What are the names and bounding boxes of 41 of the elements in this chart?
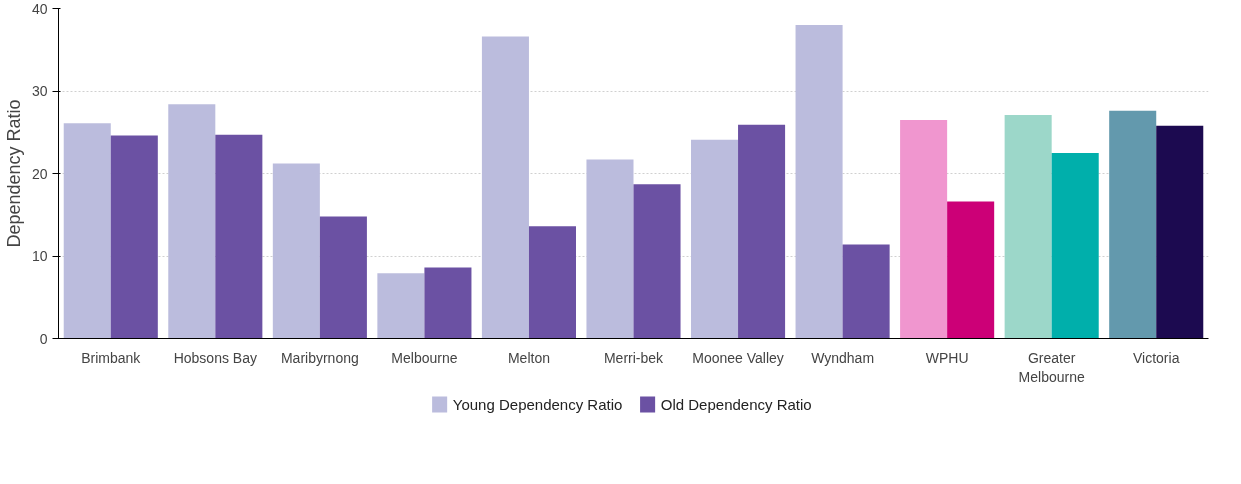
x-tick-label: Melbourne (391, 349, 458, 366)
bar (1109, 110, 1157, 339)
y-tick-label: 10 (31, 248, 48, 264)
bar (795, 25, 843, 339)
bar (947, 201, 995, 339)
bar (1051, 152, 1099, 339)
bar (586, 159, 634, 339)
bar (272, 163, 320, 339)
bar (481, 36, 529, 339)
x-tick-label: Melton (507, 349, 550, 366)
bar (842, 244, 890, 339)
y-tick-label: 20 (31, 165, 48, 182)
y-tick-label: 30 (31, 83, 48, 99)
x-tick-label: Maribyrnong (280, 349, 359, 366)
y-tick-label: 0 (39, 330, 48, 347)
bar (633, 184, 681, 339)
x-tick-label: Moonee Valley (692, 349, 784, 366)
bar (215, 134, 263, 339)
x-tick-label: Wyndham (811, 349, 875, 366)
bar (1156, 125, 1204, 339)
x-tick-label: Brimbank (81, 349, 142, 366)
bar (319, 216, 367, 339)
y-tick-label: 40 (31, 0, 48, 17)
x-tick-label: Victoria (1133, 349, 1180, 366)
bar (168, 104, 216, 339)
bar (528, 226, 576, 339)
bar (900, 119, 948, 339)
legend-label: Old Dependency Ratio (660, 396, 812, 413)
bar (1004, 114, 1052, 339)
bar (691, 139, 739, 339)
bar (424, 267, 472, 339)
y-axis-title: Dependency Ratio (3, 99, 24, 248)
x-tick-label: WPHU (925, 349, 969, 366)
bar (377, 273, 425, 339)
x-tick-label: Merri-bek (603, 349, 665, 366)
legend-label: Young Dependency Ratio (452, 396, 623, 413)
bar (63, 123, 111, 339)
x-tick-label: Greater Melbourne (1018, 349, 1085, 385)
x-tick-label: Hobsons Bay (173, 349, 257, 366)
bar (110, 135, 158, 339)
bar (738, 124, 786, 339)
